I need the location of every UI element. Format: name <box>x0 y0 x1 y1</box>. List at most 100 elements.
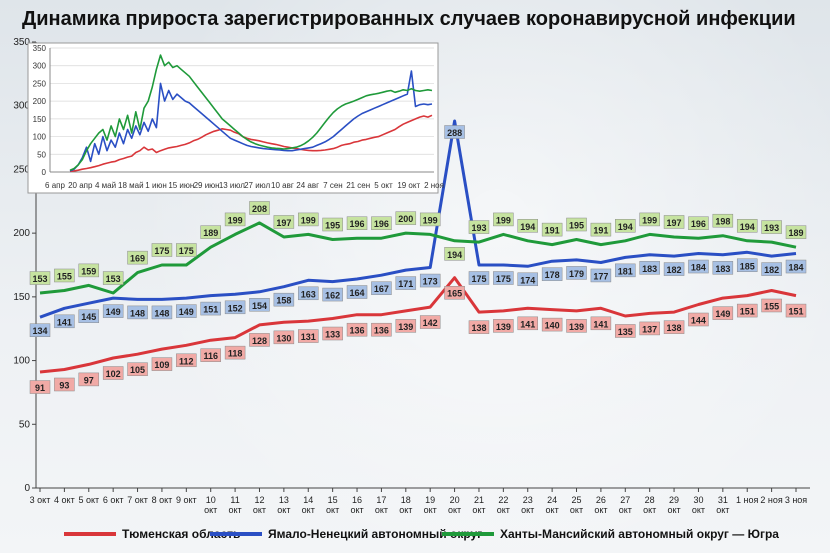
x-tick-label: 1 ноя <box>736 495 758 505</box>
inset-x-tick: 27 июл <box>244 181 270 190</box>
data-label: 199 <box>301 215 316 225</box>
data-label-bg <box>249 201 270 215</box>
x-tick-label: 2 ноя <box>760 495 782 505</box>
y-tick-label: 50 <box>19 419 31 430</box>
x-tick-label: 16 <box>352 495 362 505</box>
data-label-bg <box>615 263 636 278</box>
data-label: 183 <box>642 264 657 274</box>
x-tick-label: 8 окт <box>152 495 173 505</box>
data-label-bg <box>712 261 734 275</box>
data-label-bg <box>590 268 612 283</box>
data-label: 139 <box>569 322 584 332</box>
x-tick-label-month: окт <box>375 505 388 515</box>
data-label-bg <box>102 366 124 380</box>
data-label: 175 <box>496 274 511 284</box>
data-label: 141 <box>520 319 535 329</box>
data-label: 159 <box>81 266 96 276</box>
x-tick-label: 3 ноя <box>785 495 807 505</box>
data-label: 184 <box>788 263 803 273</box>
data-label: 134 <box>32 326 47 336</box>
inset-x-tick: 20 апр <box>68 181 93 190</box>
data-label-bg <box>322 217 343 232</box>
data-label: 152 <box>228 303 243 313</box>
data-label: 167 <box>374 284 389 294</box>
series-tyumen: 91 93 97 102 105 109 112 116 118 128 130 131 133 136 1… <box>29 276 807 394</box>
data-label: 141 <box>593 319 608 329</box>
data-label-bg <box>54 268 75 283</box>
data-label: 195 <box>325 221 340 231</box>
data-label-bg <box>224 345 246 360</box>
data-label: 173 <box>423 277 438 287</box>
x-tick-label-month: окт <box>448 505 461 515</box>
data-label-bg <box>322 326 343 341</box>
data-label-bg <box>200 348 221 362</box>
data-label: 177 <box>593 271 608 281</box>
data-label-bg <box>127 250 148 265</box>
x-tick-label: 29 <box>669 495 679 505</box>
x-tick-label: 6 окт <box>103 495 124 505</box>
x-tick-label-month: окт <box>277 505 290 515</box>
data-label: 162 <box>325 291 340 301</box>
data-label-bg <box>371 281 392 295</box>
data-label: 148 <box>154 308 169 318</box>
x-tick-label: 12 <box>254 495 264 505</box>
x-tick-label-month: окт <box>229 505 242 515</box>
data-label: 191 <box>545 226 560 236</box>
data-label: 136 <box>350 326 365 336</box>
data-label: 153 <box>32 274 47 284</box>
data-label-bg <box>736 219 758 233</box>
inset-series-line <box>69 114 433 173</box>
x-tick-label-month: окт <box>521 505 534 515</box>
data-label-bg <box>566 319 587 333</box>
data-label: 193 <box>764 223 779 233</box>
data-label: 154 <box>252 301 267 311</box>
data-label-bg <box>395 319 417 333</box>
data-label: 128 <box>252 336 267 346</box>
data-label: 196 <box>374 219 389 229</box>
data-label-bg <box>785 225 807 239</box>
y-tick-label: 350 <box>13 37 30 48</box>
data-label-bg <box>298 329 319 343</box>
data-label: 175 <box>154 246 169 256</box>
data-label: 196 <box>691 219 706 229</box>
x-tick-label-month: окт <box>204 505 217 515</box>
data-label-bg <box>200 301 221 316</box>
x-tick-label: 11 <box>230 495 239 505</box>
data-label-bg <box>444 125 465 139</box>
data-label-bg <box>273 215 295 229</box>
inset-x-tick: 18 май <box>118 181 144 190</box>
legend-label: Ямало-Ненецкий автономный округ <box>268 527 482 541</box>
inset-chart: 0 50 100 150 200 250 300 350 6 апр 20 апр 4 май 18 … <box>27 42 444 194</box>
data-label: 199 <box>496 215 511 225</box>
data-label: 149 <box>715 309 730 319</box>
data-label: 182 <box>667 265 682 275</box>
data-label: 178 <box>545 270 560 280</box>
data-label-bg <box>517 272 538 287</box>
data-label-bg <box>54 377 75 392</box>
x-tick-label: 24 <box>547 495 557 505</box>
data-label-bg <box>395 211 417 225</box>
data-label-bg <box>615 324 636 338</box>
inset-y-tick: 250 <box>33 79 47 88</box>
inset-x-tick: 29 июн <box>194 181 220 190</box>
data-label-bg <box>639 321 660 336</box>
data-label-bg <box>468 271 490 285</box>
inset-series-line <box>69 54 433 171</box>
legend-label: Ханты-Мансийский автономный округ — Югра <box>500 527 779 541</box>
data-label-bg <box>298 212 319 227</box>
data-label: 155 <box>764 301 779 311</box>
data-label: 144 <box>691 316 706 326</box>
data-label-bg <box>761 262 782 276</box>
data-label: 193 <box>471 223 486 233</box>
data-label-bg <box>273 330 295 345</box>
x-tick-label-month: окт <box>716 505 729 515</box>
inset-x-tick: 10 авг <box>271 181 294 190</box>
inset-x-tick: 15 июн <box>168 181 194 190</box>
inset-x-tick: 1 июн <box>145 181 167 190</box>
data-label: 148 <box>130 308 145 318</box>
data-label-bg <box>54 314 75 329</box>
data-label-bg <box>688 259 709 274</box>
data-label-bg <box>176 353 197 368</box>
